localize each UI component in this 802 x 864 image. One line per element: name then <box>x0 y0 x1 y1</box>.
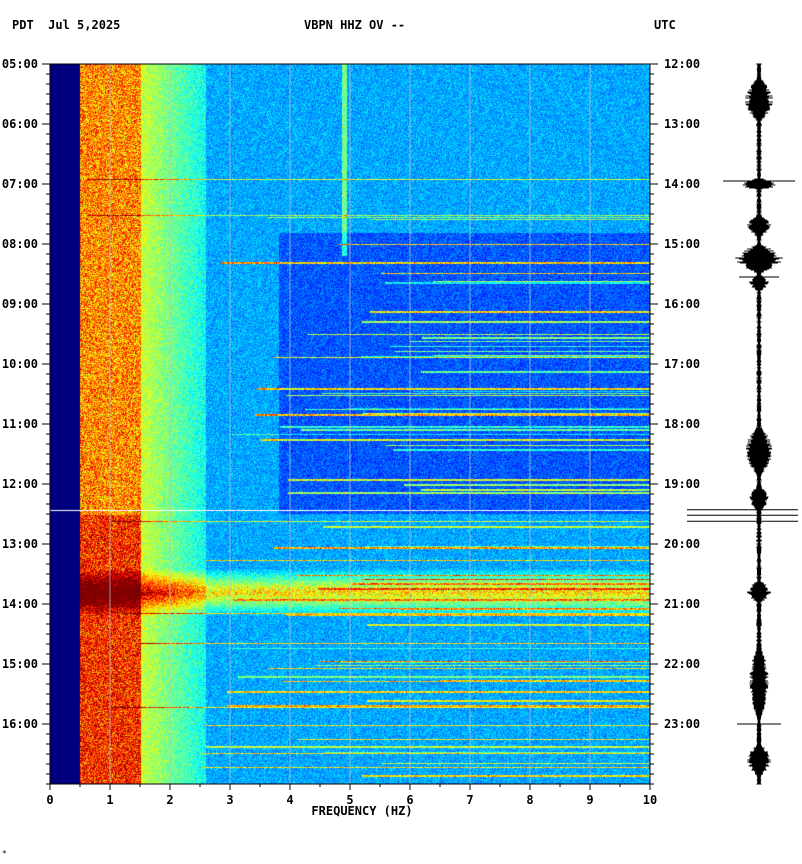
y-tick-label-right: 21:00 <box>664 597 700 611</box>
seismogram-envelope <box>735 63 783 785</box>
y-tick-label-right: 18:00 <box>664 417 700 431</box>
y-tick-label-left: 11:00 <box>2 417 38 431</box>
x-axis-label: FREQUENCY (HZ) <box>311 804 412 818</box>
y-tick-label-right: 15:00 <box>664 237 700 251</box>
y-tick-label-left: 12:00 <box>2 477 38 491</box>
right-timezone: UTC <box>654 18 676 32</box>
x-tick-label: 5 <box>346 793 353 807</box>
y-tick-label-left: 08:00 <box>2 237 38 251</box>
y-tick-label-right: 14:00 <box>664 177 700 191</box>
x-tick-label: 3 <box>226 793 233 807</box>
y-tick-label-left: 09:00 <box>2 297 38 311</box>
header-left: PDT Jul 5,2025 <box>12 18 120 32</box>
left-timezone: PDT <box>12 18 34 32</box>
y-tick-label-right: 17:00 <box>664 357 700 371</box>
x-tick-label: 7 <box>466 793 473 807</box>
y-tick-label-left: 10:00 <box>2 357 38 371</box>
y-tick-label-right: 23:00 <box>664 717 700 731</box>
x-tick-label: 1 <box>106 793 113 807</box>
y-tick-label-right: 12:00 <box>664 57 700 71</box>
y-axis-right: 12:00 13:00 14:00 15:00 16:00 17:00 18:00 19:00… <box>650 57 700 785</box>
x-tick-label: 6 <box>406 793 413 807</box>
x-tick-label: 0 <box>46 793 53 807</box>
x-tick-label: 9 <box>586 793 593 807</box>
y-tick-label-left: 15:00 <box>2 657 38 671</box>
y-tick-label-left: 13:00 <box>2 537 38 551</box>
y-tick-label-left: 16:00 <box>2 717 38 731</box>
y-tick-label-right: 13:00 <box>664 117 700 131</box>
y-tick-label-left: 06:00 <box>2 117 38 131</box>
y-axis-left: 05:00 06:00 07:00 08:00 09:00 10:00 11:00 12:00… <box>2 57 50 785</box>
x-tick-label: 2 <box>166 793 173 807</box>
y-tick-label-left: 14:00 <box>2 597 38 611</box>
x-tick-label: 4 <box>286 793 293 807</box>
grid-lines <box>109 64 591 784</box>
x-tick-label: 10 <box>643 793 657 807</box>
station-label: VBPN HHZ OV -- <box>304 18 406 32</box>
y-tick-label-left: 05:00 <box>2 57 38 71</box>
y-tick-label-right: 16:00 <box>664 297 700 311</box>
y-tick-label-right: 19:00 <box>664 477 700 491</box>
corner-mark: * <box>2 849 7 858</box>
x-tick-label: 8 <box>526 793 533 807</box>
y-tick-label-left: 07:00 <box>2 177 38 191</box>
y-tick-label-right: 20:00 <box>664 537 700 551</box>
x-axis: 0 1 2 3 4 5 6 7 8 9 10 <box>46 784 657 807</box>
seismogram-trace <box>687 63 798 785</box>
date-label: Jul 5,2025 <box>48 18 121 32</box>
y-tick-label-right: 22:00 <box>664 657 700 671</box>
